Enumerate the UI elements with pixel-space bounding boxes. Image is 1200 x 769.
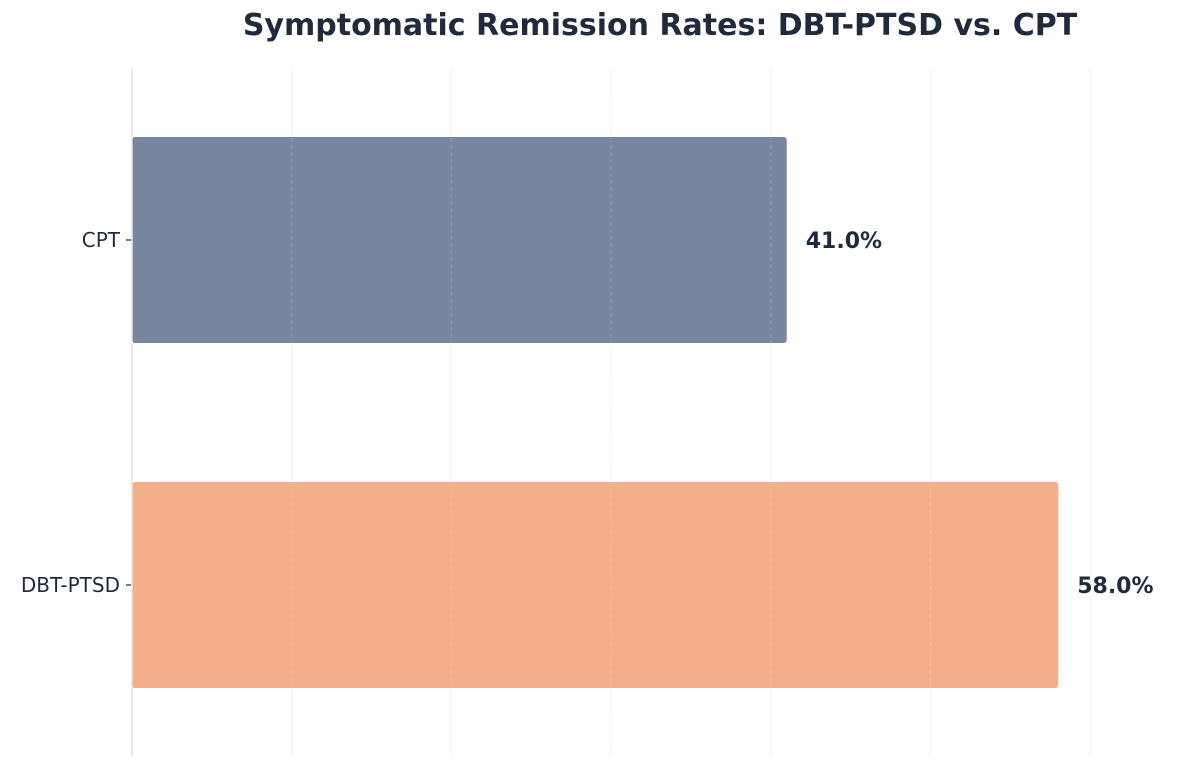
grid-overlay xyxy=(291,68,1091,757)
tick-label-cpt: CPT xyxy=(82,228,121,252)
chart-title: Symptomatic Remission Rates: DBT-PTSD vs… xyxy=(243,8,1078,43)
value-label-cpt: 41.0% xyxy=(806,229,882,254)
bar-dbt-ptsd xyxy=(132,482,1059,688)
tick-label-dbt-ptsd: DBT-PTSD xyxy=(21,573,120,597)
value-label-dbt-ptsd: 58.0% xyxy=(1077,574,1153,599)
bar-series xyxy=(132,137,1059,688)
value-labels: 41.0% 58.0% xyxy=(806,229,1154,599)
bar-cpt xyxy=(132,137,787,343)
y-axis-ticks: CPT DBT-PTSD xyxy=(21,228,131,597)
